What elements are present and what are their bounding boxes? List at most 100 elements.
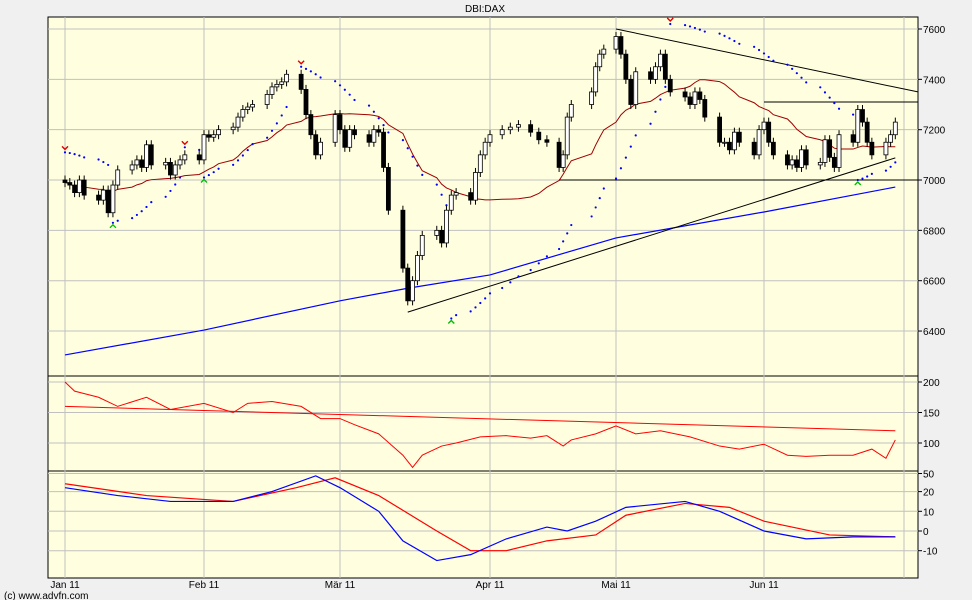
sar-dot [529,268,532,272]
sar-dot [509,281,512,284]
candle-body [732,131,737,151]
candle-body [658,53,663,68]
candle-body [332,114,338,143]
sar-dot [856,178,859,182]
macd-signal-line [64,477,896,552]
candle-body [163,162,169,166]
copyright-footer: (c) www.advfn.com [4,591,88,600]
candle-body [129,164,135,171]
candle-body [385,167,391,211]
oscillator-average-line [64,405,896,432]
sar-dot [474,306,477,309]
sar-dot [338,84,342,87]
sar-dot [469,310,472,313]
candle-body [264,94,270,105]
candle-body [100,189,106,201]
sar-dot [266,136,269,139]
sar-dot [367,104,371,107]
sar-dot [212,171,215,174]
candle-body [177,159,183,166]
candle-body [240,109,246,118]
candle-body [415,255,420,282]
sar-dot [805,81,808,84]
sar-dot [767,55,770,59]
sar-dot [217,167,220,170]
sar-dot [484,297,487,300]
candle-body [468,192,474,201]
candle-body [756,129,762,156]
candle-body [298,73,304,90]
sar-dot [545,255,549,258]
candle-body [855,109,861,143]
candle-body [727,141,732,151]
candle-body [405,267,411,302]
candle-body [376,129,382,133]
panel-price [47,16,919,377]
candle-body [352,129,357,136]
sar-dot [614,177,618,180]
candle-body [623,53,629,80]
y-tick-label-macd: -10 [923,547,938,558]
candle-body [628,78,634,105]
candle-body [564,116,570,156]
sar-dot [107,163,110,167]
x-tick-label: Feb 11 [189,580,220,591]
sar-dot [723,34,726,37]
sar-dot [135,213,138,217]
y-tick-label-osc: 200 [923,378,940,389]
sar-dot [401,139,405,142]
candle-body [453,192,459,196]
macd-line [64,475,896,562]
sar-dot [772,59,775,62]
sar-dot [757,48,761,52]
sar-dot [169,189,172,193]
candle-body [105,189,111,214]
candle-body [134,159,140,166]
sar-sell-marker [181,140,189,146]
candle-body [560,154,566,168]
candle-body [196,154,202,161]
sar-dot [602,187,605,190]
candle-body [794,159,800,168]
sar-dot [664,85,667,88]
sar-dot [654,110,657,113]
candle-body [702,99,708,118]
candle-body [371,129,377,143]
y-tick-label-price: 7200 [923,126,946,137]
y-tick-label-macd: 20 [923,488,935,499]
panel-macd [47,470,919,579]
candle-body [789,159,795,166]
sar-buy-marker [854,181,862,186]
sar-dot [445,204,448,207]
candle-body [308,114,314,136]
y-tick-label-osc: 150 [923,409,940,420]
y-tick-label-price: 7600 [923,25,946,36]
candle-body [761,121,767,131]
sar-dot [683,24,687,27]
candle-body [67,182,73,186]
sar-dot [421,173,424,177]
oscillator-line [64,381,896,469]
candle-body [366,134,372,143]
candle-body [477,154,483,173]
sar-dot [348,93,351,96]
candle-body [139,159,145,168]
candle-body [337,114,343,131]
sar-dot [866,175,869,178]
sar-dot [624,156,627,159]
candle-body [589,91,595,105]
sar-dot [232,163,235,166]
candle-body [144,144,149,168]
sar-dot [501,286,504,290]
sar-dot [598,197,601,200]
candle-body [568,104,574,118]
sar-dot [894,161,897,164]
x-tick-label: Mär 11 [325,580,356,591]
sar-dot [823,91,827,94]
sar-dot [97,158,100,161]
sar-dot [435,183,438,186]
ma-long-line [64,186,896,356]
candle-body [216,129,221,136]
candle-body [245,106,251,110]
sar-buy-marker [109,223,117,229]
